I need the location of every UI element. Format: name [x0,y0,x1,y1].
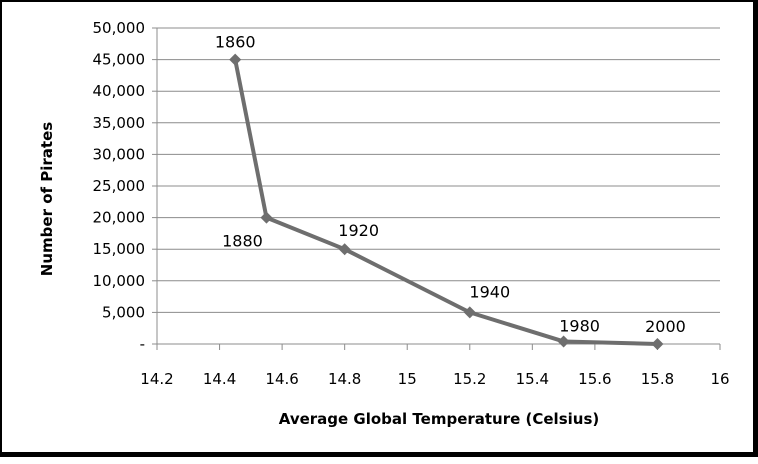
x-tick-label: 15.2 [453,370,486,388]
data-label: 1880 [222,232,263,251]
y-tick-label: 20,000 [93,209,146,227]
data-label: 1980 [559,316,600,335]
data-label: 1920 [338,221,379,240]
y-tick-label: 30,000 [93,145,146,163]
y-tick-label: 50,000 [93,19,146,37]
x-tick-label: 14.6 [265,370,298,388]
y-tick-label: 45,000 [93,51,146,69]
y-tick-label: 40,000 [93,82,146,100]
y-tick-label: 5,000 [102,303,145,321]
x-tick-label: 15.6 [578,370,611,388]
data-label: 1860 [215,33,256,52]
x-tick-label: 15.8 [641,370,674,388]
data-point-marker [463,306,476,319]
axes: - 5,000 10,000 15,000 20,000 25,000 30,000 35,0… [93,19,730,388]
series-pirates [229,53,664,350]
y-tick-label: 25,000 [93,177,146,195]
series-line [233,59,658,346]
data-label: 2000 [645,317,686,336]
x-tick-label: 14.2 [140,370,173,388]
y-tick-label: 35,000 [93,114,146,132]
data-point-marker [229,53,242,66]
x-tick-label: 14.4 [203,370,236,388]
x-axis-title: Average Global Temperature (Celsius) [279,410,600,428]
gridlines [157,27,720,313]
y-tick-label: 10,000 [93,272,146,290]
data-point-marker [651,338,664,350]
y-axis-title: Number of Pirates [38,122,56,276]
x-tick-label: 16 [710,370,729,388]
y-tick-label: 15,000 [93,240,146,258]
data-point-marker [260,211,273,224]
data-point-marker [557,335,570,348]
data-labels: 1860 1880 1920 1940 1980 2000 [215,33,686,336]
x-tick-label: 15.4 [516,370,549,388]
y-tick-label: - [140,335,145,353]
data-label: 1940 [469,282,510,301]
data-point-marker [338,243,351,256]
x-tick-label: 15 [398,370,417,388]
x-tick-label: 14.8 [328,370,361,388]
